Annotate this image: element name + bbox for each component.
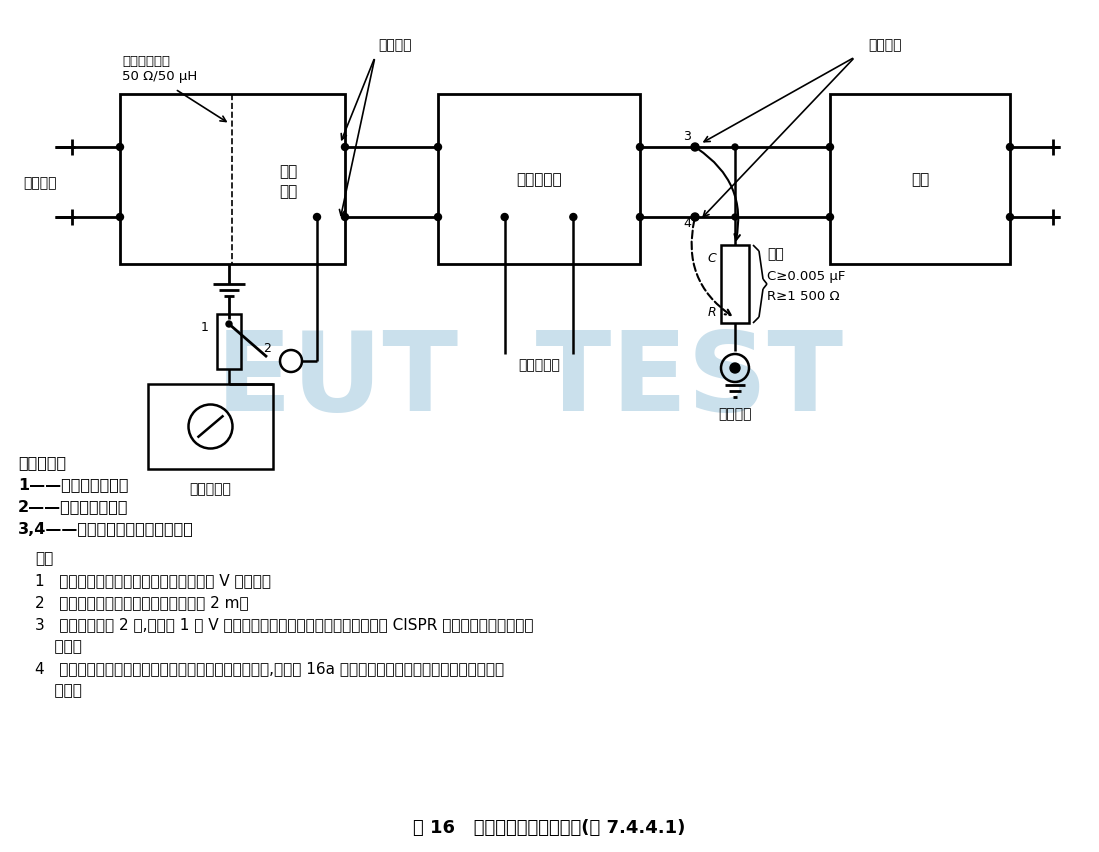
Circle shape <box>342 144 348 152</box>
Circle shape <box>636 144 644 152</box>
Text: 测量接收机: 测量接收机 <box>189 481 232 495</box>
Text: 负载: 负载 <box>911 172 929 187</box>
Circle shape <box>826 144 833 152</box>
Circle shape <box>691 214 699 222</box>
Text: 隔离: 隔离 <box>279 164 298 179</box>
Text: 阻抗。: 阻抗。 <box>35 638 81 653</box>
Text: 2——用于负载测量；: 2——用于负载测量； <box>18 498 129 514</box>
Text: 人工电源网络: 人工电源网络 <box>122 55 170 68</box>
Text: 装置: 装置 <box>279 184 298 199</box>
Text: 图 16   用电压探头测量的示例(见 7.4.4.1): 图 16 用电压探头测量的示例(见 7.4.4.1) <box>413 818 685 836</box>
Text: 3   当开关在位置 2 时,在终端 1 的 V 形人工电源网络的输出端应该端接一个与 CISPR 测量接收机阻抗等值的: 3 当开关在位置 2 时,在终端 1 的 V 形人工电源网络的输出端应该端接一个… <box>35 616 533 631</box>
Circle shape <box>570 214 577 222</box>
Circle shape <box>732 215 739 221</box>
Text: 50 Ω/50 μH: 50 Ω/50 μH <box>122 70 197 83</box>
Circle shape <box>636 214 644 222</box>
Circle shape <box>730 364 740 373</box>
Circle shape <box>116 144 123 152</box>
Bar <box>830 95 1010 265</box>
Text: 3,4——负载测量中依次的连接点。: 3,4——负载测量中依次的连接点。 <box>18 521 193 535</box>
Circle shape <box>116 214 123 222</box>
Text: 探头: 探头 <box>767 247 784 261</box>
Circle shape <box>434 144 442 152</box>
Bar <box>120 95 345 265</box>
Circle shape <box>313 214 321 222</box>
Circle shape <box>1007 144 1013 152</box>
Circle shape <box>434 214 442 222</box>
Text: 测量。: 测量。 <box>35 682 81 697</box>
Text: 至通控元件: 至通控元件 <box>518 358 559 371</box>
Circle shape <box>501 214 508 222</box>
Circle shape <box>1007 214 1013 222</box>
Bar <box>721 245 750 324</box>
Text: 注：: 注： <box>35 550 53 566</box>
Text: 4   在只有一根电源导线上插入两端调节控制器的情况下,应如图 16a 中所示的那样连接上第二根电源线来进行: 4 在只有一根电源导线上插入两端调节控制器的情况下,应如图 16a 中所示的那样… <box>35 660 504 675</box>
Circle shape <box>826 214 833 222</box>
Text: EUT  TEST: EUT TEST <box>217 326 844 433</box>
Circle shape <box>732 145 739 151</box>
Text: 3: 3 <box>684 130 691 142</box>
Text: 电源电压: 电源电压 <box>23 176 57 190</box>
Text: 1: 1 <box>201 320 209 333</box>
Text: 2   从探头算起同轴电缆的长度不得超过 2 m。: 2 从探头算起同轴电缆的长度不得超过 2 m。 <box>35 595 248 609</box>
Circle shape <box>226 321 232 328</box>
Text: 负载端子: 负载端子 <box>868 38 902 52</box>
Bar <box>439 95 640 265</box>
Text: R≥1 500 Ω: R≥1 500 Ω <box>767 289 840 302</box>
Circle shape <box>691 144 699 152</box>
Text: C: C <box>708 251 717 264</box>
Text: R: R <box>708 305 717 318</box>
Text: 开关位置：: 开关位置： <box>18 454 66 469</box>
Text: 1   测量接收机的接地端应连接到人工电源 V 形网络。: 1 测量接收机的接地端应连接到人工电源 V 形网络。 <box>35 573 271 587</box>
Text: 2: 2 <box>263 341 271 354</box>
Text: 电源端子: 电源端子 <box>378 38 412 52</box>
Text: 4: 4 <box>684 216 691 229</box>
Bar <box>148 384 273 469</box>
Bar <box>217 314 241 370</box>
Text: C≥0.005 μF: C≥0.005 μF <box>767 269 845 282</box>
Circle shape <box>342 214 348 222</box>
Text: 1——用于电源测量；: 1——用于电源测量； <box>18 476 129 492</box>
Text: 调节控制器: 调节控制器 <box>517 172 562 187</box>
Text: 同轴电缆: 同轴电缆 <box>719 406 752 421</box>
